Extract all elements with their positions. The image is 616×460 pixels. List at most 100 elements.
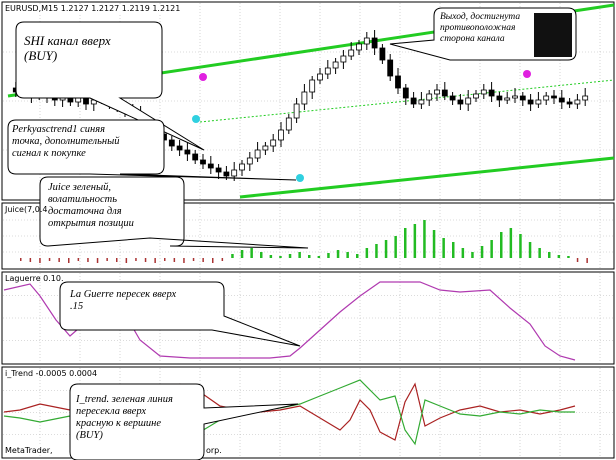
callout-perky-text: Perkyasctrend1 синяя точка, дополнительн…: [12, 124, 119, 160]
juice-bar: [269, 255, 273, 258]
candle-body: [473, 93, 479, 99]
juice-bar: [586, 258, 588, 263]
candle-body: [317, 73, 323, 81]
callout-shi-text: SHI канал вверх (BUY): [24, 33, 111, 64]
candle-body: [488, 89, 495, 97]
candle-body: [293, 103, 300, 119]
juice-bar: [173, 258, 176, 262]
candle-body: [465, 97, 472, 105]
symbol-name: EURUSD,M15: [5, 4, 59, 13]
laguerre-value: 0.: [55, 274, 64, 283]
juice-bar: [154, 258, 156, 263]
juice-bar: [509, 228, 513, 258]
laguerre-label: Laguerre 0.10.: [5, 274, 64, 283]
candle-body: [379, 47, 386, 61]
candle-body: [168, 139, 175, 147]
candle-body: [75, 97, 82, 103]
callout-line: противоположная: [440, 22, 516, 33]
candle-body: [402, 87, 409, 99]
juice-bar: [116, 258, 118, 262]
juice-bar: [20, 258, 22, 261]
candle-body: [200, 159, 206, 165]
juice-bar: [202, 258, 204, 262]
candle-body: [504, 97, 511, 101]
candle-body: [83, 97, 89, 105]
callout-line: .15: [70, 301, 84, 313]
candle-body: [512, 95, 518, 99]
callout-itrend: [69, 383, 299, 460]
juice-bar: [144, 258, 147, 262]
shi-channel-lower: [239, 156, 615, 199]
juice-bar: [557, 255, 561, 258]
candle-body: [270, 139, 277, 147]
juice-bar: [87, 258, 89, 262]
candle-body: [410, 97, 417, 105]
callout-shi: [15, 21, 205, 151]
juice-bar: [490, 240, 493, 258]
symbol-quotes: 1.2127 1.2127 1.2119 1.2121: [60, 4, 181, 13]
candle-body: [309, 79, 316, 93]
juice-bar: [29, 258, 32, 262]
juice-bar: [279, 256, 282, 258]
candle-body: [519, 95, 526, 101]
signal-dot-cyan: [192, 115, 200, 123]
candle-body: [184, 149, 191, 155]
candle-body: [449, 95, 456, 101]
juice-bar: [519, 234, 522, 258]
candle-body: [371, 37, 378, 49]
candle-body: [426, 93, 433, 101]
juice-bar: [96, 258, 99, 263]
juice-bar: [336, 250, 340, 258]
candle-body: [215, 167, 222, 173]
juice-bar: [413, 224, 417, 258]
juice-bar: [183, 258, 185, 263]
candle-body: [239, 163, 245, 171]
juice-bar: [48, 258, 51, 261]
callout-line: (BUY): [76, 430, 103, 442]
candle-body: [324, 67, 331, 75]
callout-line: Perkyasctrend1 синяя: [12, 124, 106, 135]
juice-bar: [500, 232, 503, 258]
candle-body: [558, 97, 565, 103]
juice-bar: [423, 220, 426, 258]
callout-laguerre-text: La Guerre пересек вверх .15: [70, 289, 176, 313]
juice-bar: [452, 242, 455, 258]
callout-juice-text: Juice зеленый, волатильность достаточна …: [48, 182, 134, 230]
candle-body: [192, 153, 199, 161]
candle-body: [395, 75, 401, 89]
candle-body: [301, 91, 308, 105]
juice-bar: [365, 248, 369, 258]
signal-dot-cyan: [296, 174, 304, 182]
juice-label: Juice(7,0.4: [5, 205, 48, 214]
candle-body: [496, 95, 503, 101]
juice-bar: [260, 252, 263, 258]
callout-line: (BUY): [24, 47, 58, 63]
juice-bar: [106, 258, 108, 261]
juice-bar: [192, 258, 195, 261]
juice-bar: [125, 258, 128, 263]
candle-body: [348, 49, 355, 57]
juice-bar: [231, 254, 234, 258]
juice-bar: [327, 253, 330, 258]
juice-bar: [394, 236, 397, 258]
candle-body: [387, 59, 394, 77]
callout-laguerre: [59, 281, 301, 347]
candle-body: [223, 171, 230, 177]
juice-bar: [442, 238, 445, 258]
callout-line: сторона канала: [440, 33, 505, 44]
juice-bar: [77, 258, 80, 261]
juice-bar: [384, 240, 388, 258]
candle-body: [340, 55, 347, 63]
juice-bar: [250, 248, 253, 258]
candle-body: [434, 89, 440, 95]
callout-line: Juice зеленый,: [48, 182, 111, 193]
candle-body: [231, 169, 238, 177]
juice-bar: [432, 230, 436, 258]
footer-brand: MetaTrader,: [5, 446, 53, 455]
candle-body: [535, 99, 542, 105]
juice-bar: [576, 258, 579, 262]
candle-body: [527, 99, 534, 105]
juice-bar: [68, 258, 70, 263]
juice-bar: [212, 258, 214, 263]
juice-bar: [480, 246, 484, 258]
